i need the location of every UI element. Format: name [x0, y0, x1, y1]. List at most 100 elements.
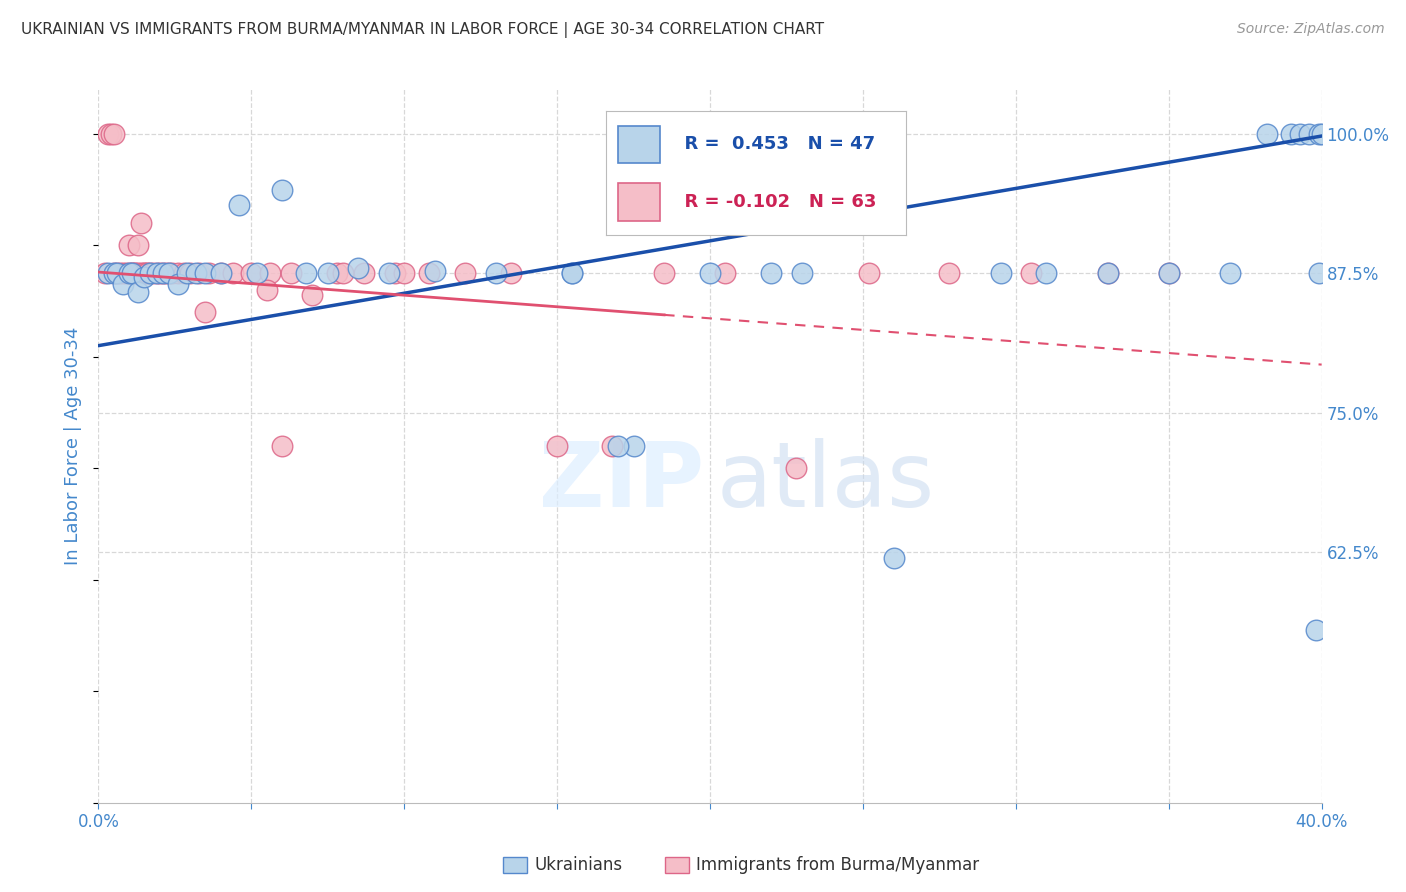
Point — [1310, 127, 1333, 141]
Point — [1308, 127, 1330, 141]
Point — [134, 266, 156, 280]
Point — [139, 266, 162, 280]
Point — [97, 127, 120, 141]
Point — [103, 127, 125, 141]
Point — [1279, 127, 1302, 141]
Point — [1219, 266, 1241, 280]
Point — [600, 439, 623, 453]
Point — [121, 266, 143, 280]
Point — [209, 266, 232, 280]
Point — [103, 266, 125, 280]
Point — [790, 266, 813, 280]
Point — [699, 266, 721, 280]
Point — [222, 266, 245, 280]
Point — [97, 266, 120, 280]
Point — [127, 238, 149, 252]
Point — [121, 266, 143, 280]
Point — [501, 266, 523, 280]
Point — [111, 266, 134, 280]
Point — [1157, 266, 1180, 280]
Point — [295, 266, 318, 280]
Point — [546, 439, 568, 453]
Point — [256, 283, 278, 297]
Point — [111, 277, 134, 292]
Point — [149, 266, 172, 280]
Point — [1097, 266, 1119, 280]
Point — [883, 550, 905, 565]
Point — [145, 266, 167, 280]
Point — [188, 266, 211, 280]
Point — [938, 266, 960, 280]
Text: atlas: atlas — [716, 438, 934, 525]
Point — [785, 461, 807, 475]
Point — [105, 266, 128, 280]
Point — [1035, 266, 1057, 280]
Point — [197, 266, 219, 280]
Point — [134, 269, 156, 284]
Point — [240, 266, 263, 280]
Point — [124, 266, 146, 280]
Point — [561, 266, 583, 280]
Point — [157, 266, 180, 280]
Point — [167, 266, 190, 280]
Point — [353, 266, 375, 280]
Point — [607, 439, 630, 453]
Point — [270, 439, 292, 453]
Point — [167, 277, 190, 292]
Point — [93, 266, 115, 280]
Point — [1289, 127, 1312, 141]
Y-axis label: In Labor Force | Age 30-34: In Labor Force | Age 30-34 — [65, 326, 83, 566]
Point — [228, 198, 250, 212]
Point — [326, 266, 349, 280]
Point — [1157, 266, 1180, 280]
Point — [136, 266, 159, 280]
Point — [332, 266, 354, 280]
Point — [127, 285, 149, 300]
Point — [1298, 127, 1320, 141]
Point — [759, 266, 782, 280]
Point — [160, 266, 183, 280]
Point — [714, 266, 737, 280]
Point — [423, 264, 446, 278]
Point — [418, 266, 440, 280]
Point — [316, 266, 339, 280]
Point — [1097, 266, 1119, 280]
Point — [118, 238, 141, 252]
Point — [124, 266, 146, 280]
Point — [145, 266, 167, 280]
Point — [561, 266, 583, 280]
Point — [259, 266, 281, 280]
Point — [134, 266, 156, 280]
Point — [378, 266, 401, 280]
Point — [194, 305, 217, 319]
Text: UKRAINIAN VS IMMIGRANTS FROM BURMA/MYANMAR IN LABOR FORCE | AGE 30-34 CORRELATIO: UKRAINIAN VS IMMIGRANTS FROM BURMA/MYANM… — [21, 22, 824, 38]
Point — [485, 266, 508, 280]
Point — [157, 266, 180, 280]
Point — [118, 266, 141, 280]
Point — [129, 266, 152, 280]
Text: Ukrainians: Ukrainians — [534, 856, 623, 874]
Point — [347, 260, 370, 275]
Point — [105, 266, 128, 280]
Point — [1019, 266, 1042, 280]
Point — [139, 266, 162, 280]
Point — [100, 127, 122, 141]
Point — [115, 266, 138, 280]
Point — [454, 266, 477, 280]
Point — [155, 266, 177, 280]
Point — [209, 266, 232, 280]
Text: Source: ZipAtlas.com: Source: ZipAtlas.com — [1237, 22, 1385, 37]
Text: ZIP: ZIP — [538, 438, 704, 525]
Point — [118, 266, 141, 280]
Point — [652, 266, 675, 280]
Point — [280, 266, 302, 280]
Point — [142, 266, 165, 280]
Point — [301, 288, 323, 302]
Point — [152, 266, 174, 280]
Point — [623, 439, 645, 453]
Point — [179, 266, 201, 280]
Point — [1256, 127, 1278, 141]
Point — [173, 266, 195, 280]
Point — [1305, 623, 1327, 637]
Point — [136, 266, 159, 280]
